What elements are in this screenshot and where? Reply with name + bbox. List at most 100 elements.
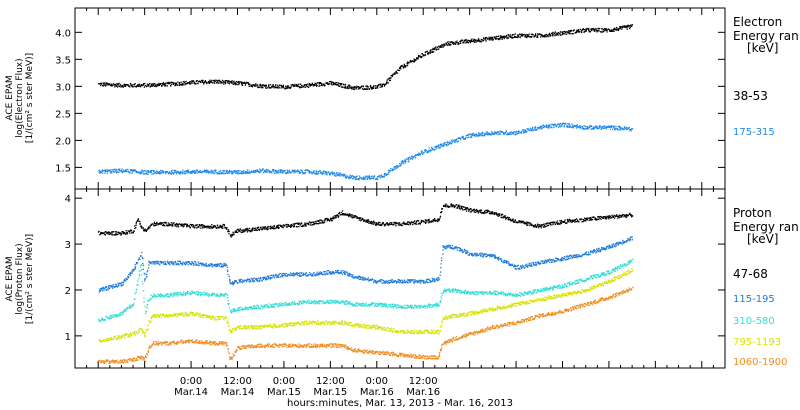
data-point [559, 122, 562, 125]
data-point [153, 171, 155, 173]
data-point [480, 212, 483, 214]
data-point [618, 215, 620, 217]
data-point [127, 168, 129, 170]
data-point [153, 221, 156, 223]
data-point [599, 125, 601, 127]
data-point [240, 278, 242, 280]
data-point [156, 221, 158, 224]
data-point [595, 126, 597, 129]
data-point [418, 223, 420, 225]
data-point [606, 215, 608, 217]
data-point [285, 272, 287, 275]
data-point [143, 86, 145, 88]
data-point [359, 278, 362, 280]
data-point [401, 65, 403, 67]
data-point [184, 170, 186, 172]
data-point [188, 171, 191, 173]
data-point [118, 284, 120, 287]
data-point [221, 172, 224, 174]
data-point [349, 174, 351, 176]
data-point [514, 33, 516, 35]
data-point [417, 220, 420, 222]
data-point [175, 173, 178, 175]
data-point [461, 136, 463, 138]
data-point [521, 34, 523, 36]
data-point [556, 220, 558, 222]
data-point [313, 83, 315, 86]
data-point [493, 213, 496, 215]
data-point [493, 213, 495, 215]
data-point [585, 28, 587, 30]
data-point [155, 223, 157, 225]
data-point [352, 277, 354, 279]
data-point [556, 34, 558, 36]
data-point [131, 269, 133, 271]
data-point [292, 225, 294, 227]
data-point [457, 43, 459, 45]
data-point [312, 85, 315, 87]
data-point [611, 214, 613, 216]
data-point [115, 172, 118, 174]
data-point [138, 172, 140, 174]
data-point [168, 172, 170, 174]
data-point [127, 170, 130, 173]
data-point [112, 284, 114, 286]
data-point [537, 33, 540, 36]
data-point [431, 50, 433, 52]
data-point [394, 221, 396, 224]
y-tick-label: 1.5 [55, 163, 71, 174]
data-point [468, 136, 470, 138]
data-point [111, 171, 113, 173]
data-point [111, 233, 113, 236]
electron-legend: Electron Energy ran [keV] 38-53 175-315 [733, 15, 799, 138]
data-point [471, 255, 474, 257]
data-point [553, 124, 555, 126]
data-point [590, 128, 592, 130]
data-point [630, 214, 632, 217]
data-point [193, 81, 195, 83]
data-point [132, 84, 134, 86]
data-point [318, 272, 320, 274]
data-point [120, 282, 122, 284]
data-point [567, 125, 569, 127]
data-point [142, 171, 144, 173]
data-point [444, 204, 446, 206]
data-point [341, 174, 343, 176]
data-point [597, 216, 599, 218]
data-point [626, 128, 629, 130]
data-point [440, 271, 442, 273]
data-point [426, 150, 429, 153]
data-point [377, 223, 379, 225]
data-point [375, 222, 378, 224]
data-point [417, 153, 419, 156]
data-point [204, 80, 206, 82]
data-point [624, 126, 626, 129]
data-point [376, 177, 378, 179]
data-point [413, 58, 415, 60]
data-point [607, 28, 610, 30]
data-point [513, 34, 515, 36]
data-point [407, 157, 409, 159]
data-point [440, 45, 442, 47]
data-point [527, 34, 530, 37]
data-point [482, 256, 484, 258]
data-point [392, 73, 394, 75]
data-point [435, 220, 437, 222]
data-point [518, 220, 521, 223]
data-point [498, 256, 500, 258]
data-point [144, 85, 147, 87]
data-point [624, 25, 626, 27]
data-point [342, 86, 344, 88]
data-point [405, 160, 407, 162]
data-point [299, 83, 302, 85]
data-point [326, 217, 328, 220]
data-point [280, 225, 282, 227]
data-point [115, 231, 118, 233]
data-point [142, 84, 145, 86]
data-point [465, 207, 467, 209]
data-point [383, 280, 386, 283]
data-point [610, 30, 612, 32]
data-point [195, 264, 198, 266]
data-point [289, 171, 291, 173]
data-point [610, 217, 612, 219]
